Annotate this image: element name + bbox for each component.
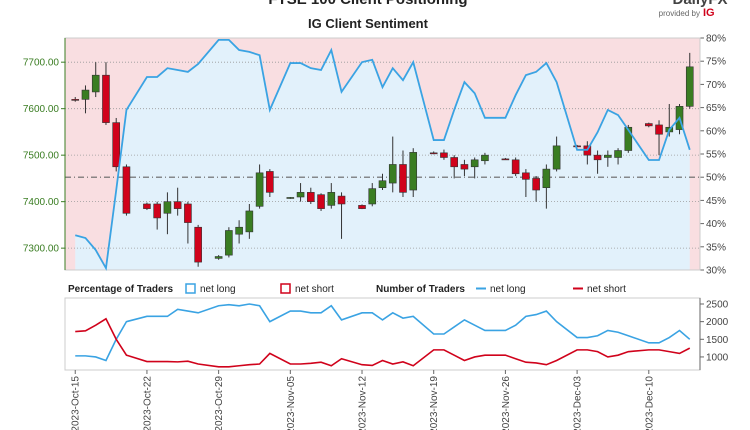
candle-body: [225, 230, 233, 256]
y-tick-label: 7600.00: [23, 104, 60, 115]
y-tick-label: 7400.00: [23, 197, 60, 208]
candle-body: [327, 192, 336, 206]
x-tick-label: 2023-Oct-29: [214, 376, 225, 430]
logo: DailyFX: [672, 0, 727, 8]
candle-body: [102, 74, 110, 123]
candle-body: [286, 197, 295, 199]
y-tick-label: 2500: [706, 300, 729, 311]
candle-body: [194, 226, 202, 263]
candle-body: [470, 159, 479, 168]
candle-body: [91, 74, 100, 93]
legend-label: net short: [587, 284, 626, 295]
candle-body: [522, 172, 530, 180]
legend-label: net long: [490, 284, 526, 295]
long-region: [75, 39, 690, 270]
series-line: [75, 317, 691, 368]
candle-body: [214, 256, 223, 259]
legend-label: net short: [295, 284, 334, 295]
provided-by: provided by: [659, 9, 700, 18]
x-tick-label: 2023-Nov-12: [358, 376, 369, 430]
candle-body: [604, 154, 612, 158]
candle-body: [481, 154, 489, 162]
candle-body: [122, 166, 131, 214]
candle-body: [388, 164, 397, 184]
candle-body: [296, 192, 305, 198]
x-tick-label: 2023-Dec-10: [644, 376, 655, 430]
plot-border: [64, 297, 701, 371]
y2-tick-label: 80%: [706, 34, 726, 45]
candle-body: [460, 164, 469, 170]
candle-body: [655, 124, 663, 135]
candle-body: [501, 158, 510, 161]
y-tick-label: 1000: [706, 352, 729, 363]
brand: IG: [703, 7, 715, 19]
legend-swatch: [280, 283, 291, 294]
y2-tick-label: 70%: [706, 80, 726, 91]
long-region: [75, 39, 690, 270]
candle-body: [532, 178, 540, 191]
candle-body: [573, 145, 581, 148]
candle-body: [163, 201, 172, 214]
candle-body: [378, 180, 387, 189]
series-line: [75, 303, 691, 362]
x-tick-label: 2023-Nov-05: [286, 376, 297, 430]
candle-body: [71, 99, 80, 101]
candle-body: [440, 152, 448, 158]
candle-body: [368, 188, 377, 205]
y2-tick-label: 30%: [706, 266, 726, 277]
legend-label: net long: [200, 284, 236, 295]
candle-body: [153, 203, 161, 219]
candle-body: [358, 205, 366, 209]
candle-body: [143, 203, 151, 209]
candle-body: [112, 122, 121, 168]
candle-body: [644, 123, 653, 127]
candle-body: [624, 126, 633, 151]
y-tick-label: 7300.00: [23, 244, 60, 255]
x-tick-label: 2023-Oct-15: [71, 376, 82, 430]
chart-title: FTSE 100 Client Positioning: [268, 0, 467, 8]
legend-title: Percentage of Traders: [68, 284, 173, 295]
sentiment-line: [75, 38, 691, 271]
x-tick-label: 2023-Oct-22: [142, 376, 153, 430]
candle-body: [542, 168, 551, 189]
candle-body: [337, 195, 346, 205]
y2-tick-label: 75%: [706, 57, 726, 68]
y2-tick-label: 50%: [706, 173, 726, 184]
y2-tick-label: 60%: [706, 126, 726, 137]
legend-title: Number of Traders: [376, 284, 465, 295]
candle-body: [307, 192, 315, 202]
y-tick-label: 7500.00: [23, 151, 60, 162]
candle-body: [184, 203, 192, 223]
candle-body: [235, 226, 243, 235]
y-tick-label: 7700.00: [23, 58, 60, 69]
candle-body: [614, 150, 622, 158]
y2-tick-label: 55%: [706, 150, 726, 161]
candle-body: [245, 210, 254, 233]
candle-body: [266, 171, 274, 193]
candle-body: [173, 201, 182, 209]
candle-body: [399, 164, 407, 193]
candle-body: [429, 152, 438, 155]
candle-body: [450, 157, 458, 168]
y2-tick-label: 40%: [706, 219, 726, 230]
candle-body: [685, 66, 694, 107]
y2-tick-label: 45%: [706, 196, 726, 207]
legend-swatch: [185, 283, 196, 294]
y2-tick-label: 65%: [706, 103, 726, 114]
x-tick-label: 2023-Dec-03: [573, 376, 584, 430]
chart-subtitle: IG Client Sentiment: [308, 16, 429, 31]
candle-body: [409, 152, 418, 191]
candle-body: [255, 172, 264, 207]
candle-body: [552, 145, 561, 170]
candle-body: [81, 89, 90, 100]
candle-body: [593, 154, 602, 161]
x-tick-label: 2023-Nov-26: [501, 376, 512, 430]
y2-tick-label: 35%: [706, 242, 726, 253]
y-tick-label: 2000: [706, 317, 729, 328]
x-tick-label: 2023-Nov-19: [429, 376, 440, 430]
candle-body: [511, 159, 520, 175]
candle-body: [317, 194, 325, 209]
y-tick-label: 1500: [706, 335, 729, 346]
